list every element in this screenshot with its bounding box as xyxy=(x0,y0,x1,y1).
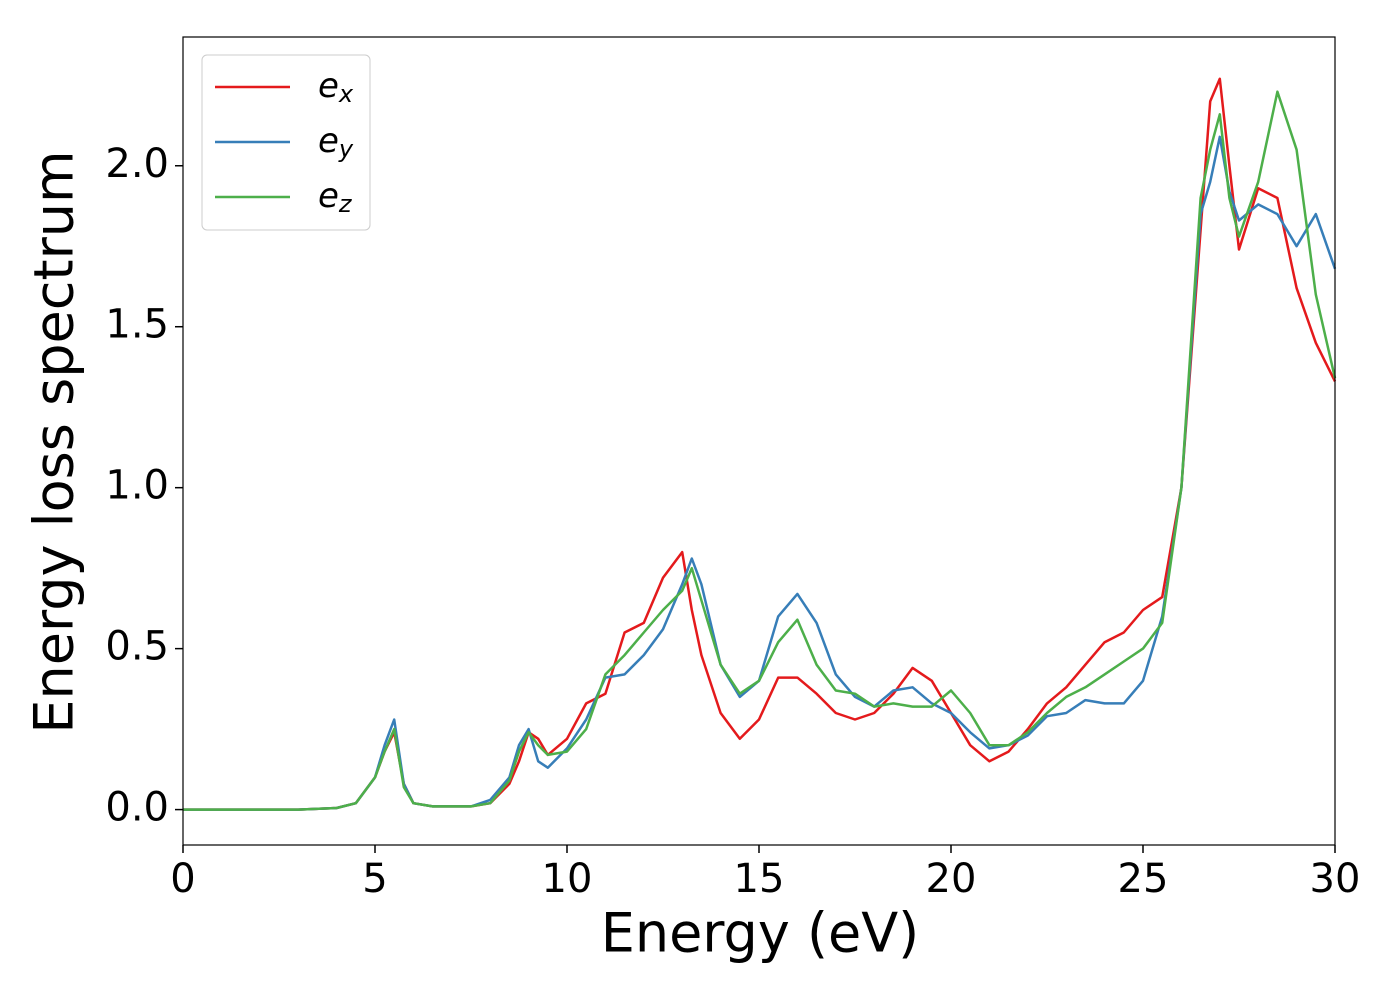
legend-label: ex xyxy=(318,66,354,109)
x-tick-label: 0 xyxy=(170,856,195,902)
x-tick-label: 20 xyxy=(926,856,977,902)
y-tick-label: 1.5 xyxy=(105,302,169,348)
x-tick-label: 25 xyxy=(1118,856,1169,902)
x-tick-label: 10 xyxy=(542,856,593,902)
y-tick-label: 2.0 xyxy=(105,141,169,187)
legend: ex ey ez xyxy=(201,54,371,231)
y-tick-label: 0.5 xyxy=(105,624,169,670)
y-tick-label: 1.0 xyxy=(105,463,169,509)
series-line xyxy=(183,135,1337,811)
y-tick-label: 0.0 xyxy=(105,785,169,831)
legend-label: ey xyxy=(318,121,354,164)
x-tick-label: 5 xyxy=(362,856,387,902)
series-line xyxy=(183,90,1337,811)
plot-frame xyxy=(182,36,1336,846)
legend-label: ez xyxy=(318,176,353,219)
x-tick-label: 15 xyxy=(734,856,785,902)
x-axis-label: Energy (eV) xyxy=(601,902,920,965)
x-tick-label: 30 xyxy=(1310,856,1361,902)
y-axis-label: Energy loss spectrum xyxy=(23,150,86,733)
